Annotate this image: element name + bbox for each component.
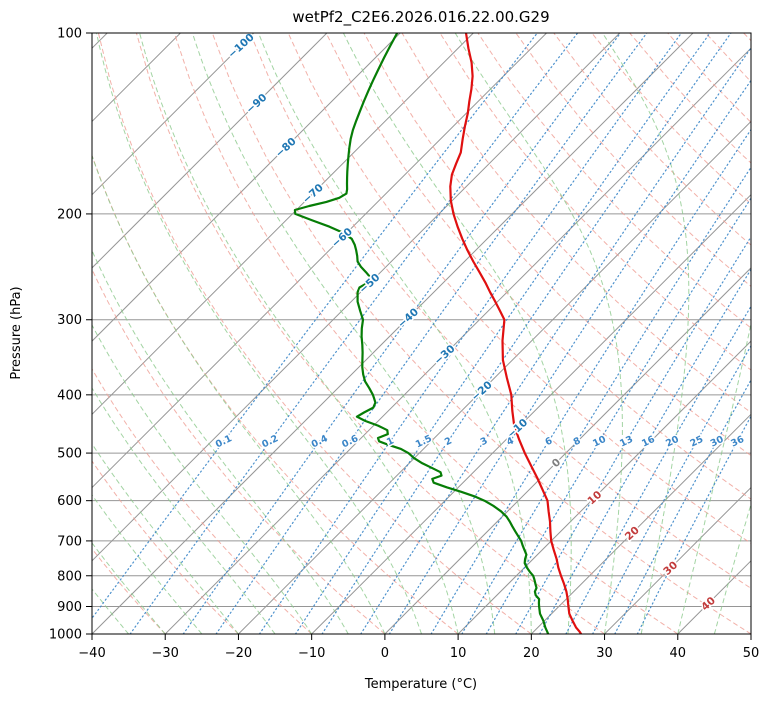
moist-adiabat xyxy=(92,249,349,634)
moist-adiabat xyxy=(750,632,751,634)
y-tick-label: 500 xyxy=(57,447,82,462)
dry-adiabat xyxy=(135,33,605,634)
dry-adiabat xyxy=(92,547,166,634)
y-tick-label: 200 xyxy=(57,207,82,222)
temperature-curve xyxy=(449,33,583,634)
isotherm-line xyxy=(604,486,751,634)
isotherm-line xyxy=(530,413,751,634)
moist-adiabat xyxy=(713,502,751,634)
moist-adiabat xyxy=(191,33,496,634)
axis-ticks: −40 −30 −20 −10 0 10 20 30 40 50 100 200 300 400 500 60… xyxy=(49,27,759,662)
mixing-ratio-line xyxy=(182,33,622,634)
x-tick-label: 0 xyxy=(381,646,389,661)
moist-adiabat xyxy=(258,33,532,634)
isotherm-line xyxy=(238,120,751,634)
pressure-gridlines xyxy=(92,33,751,634)
moist-adiabat xyxy=(96,33,422,634)
x-tick-label: 10 xyxy=(450,646,467,661)
moist-adiabat xyxy=(454,33,623,634)
dry-adiabat xyxy=(363,33,751,457)
y-axis-label: Pressure (hPa) xyxy=(9,286,24,379)
y-tick-label: 400 xyxy=(57,388,82,403)
moist-adiabat xyxy=(602,33,690,634)
isotherm-line xyxy=(92,33,474,416)
mixing-ratio-line xyxy=(565,305,751,634)
chart-title: wetPf2_C2E6.2026.016.22.00.G29 xyxy=(292,8,549,27)
mixing-ratio-line xyxy=(215,33,648,634)
x-tick-label: −20 xyxy=(225,646,252,661)
y-tick-label: 100 xyxy=(57,27,82,42)
y-tick-label: 800 xyxy=(57,569,82,584)
plot-border xyxy=(91,32,752,635)
mixing-ratio-line xyxy=(388,79,751,634)
isotherm-line xyxy=(457,340,751,634)
isotherm-line xyxy=(92,33,547,489)
dry-adiabat xyxy=(92,268,386,634)
y-tick-label: 600 xyxy=(57,494,82,509)
dry-adiabat xyxy=(287,33,751,544)
mixing-ratio-line xyxy=(592,344,751,634)
isotherm-line xyxy=(750,633,751,634)
mixing-ratio-lines xyxy=(92,33,751,634)
isotherm-line xyxy=(92,33,694,634)
mixing-ratio-line xyxy=(92,33,538,620)
mixing-ratio-line xyxy=(294,33,711,634)
y-tick-label: 1000 xyxy=(49,628,82,643)
y-tick-label: 700 xyxy=(57,534,82,549)
dry-adiabat xyxy=(97,33,532,634)
mixing-ratio-line xyxy=(614,378,751,634)
isotherm-line xyxy=(164,47,751,634)
moist-adiabat xyxy=(92,323,313,634)
dry-adiabat xyxy=(173,33,679,634)
x-tick-label: −40 xyxy=(78,646,105,661)
moist-adiabat xyxy=(677,321,751,634)
isotherm-line xyxy=(311,193,751,634)
isotherm-line xyxy=(384,267,751,634)
y-tick-label: 300 xyxy=(57,313,82,328)
isotherm-line xyxy=(92,33,401,342)
mixing-ratio-line xyxy=(636,415,751,634)
moist-adiabat-lines xyxy=(92,33,751,634)
mixing-ratio-line xyxy=(321,33,732,634)
x-tick-label: 30 xyxy=(596,646,613,661)
dewpoint-curve xyxy=(293,33,550,634)
x-axis-label: Temperature (°C) xyxy=(364,677,477,692)
isotherm-line xyxy=(92,33,255,196)
x-tick-label: 20 xyxy=(523,646,540,661)
mixing-ratio-line xyxy=(258,33,682,634)
mixing-ratio-line xyxy=(485,197,751,634)
dry-adiabat xyxy=(515,33,751,287)
dry-adiabat xyxy=(439,33,751,371)
isotherm-line xyxy=(92,33,328,269)
moist-adiabat xyxy=(342,33,572,634)
isotherm-lines xyxy=(92,33,751,634)
dry-adiabat xyxy=(211,33,751,634)
sounding-profiles xyxy=(293,33,583,634)
dry-adiabat xyxy=(92,460,239,634)
moist-adiabat xyxy=(92,154,386,634)
x-tick-label: −30 xyxy=(152,646,179,661)
x-tick-label: 40 xyxy=(670,646,687,661)
dry-adiabat xyxy=(249,33,751,589)
moist-adiabat xyxy=(139,33,459,634)
x-tick-label: 50 xyxy=(743,646,760,661)
mixing-ratio-line xyxy=(461,166,751,634)
mixing-ratio-line xyxy=(515,235,751,634)
mixing-ratio-line xyxy=(360,46,751,634)
x-tick-label: −10 xyxy=(298,646,325,661)
isotherm-line xyxy=(92,33,621,562)
y-tick-label: 900 xyxy=(57,600,82,615)
mixing-ratio-line xyxy=(129,33,579,634)
